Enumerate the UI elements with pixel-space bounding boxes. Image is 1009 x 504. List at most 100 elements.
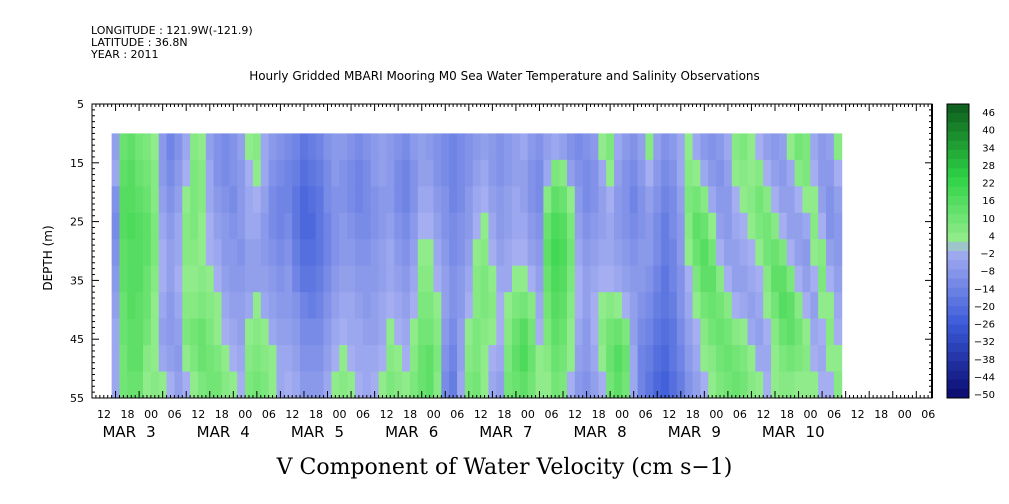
heatmap-cell — [527, 371, 537, 399]
heatmap-cell — [221, 318, 230, 346]
heatmap-cell — [111, 292, 120, 320]
heatmap-cell — [708, 318, 717, 346]
heatmap-cell — [197, 318, 207, 346]
y-tick-label: 15 — [70, 157, 84, 170]
heatmap-cell — [441, 212, 450, 240]
heatmap-cell — [496, 318, 505, 346]
heatmap-cell — [519, 186, 529, 214]
x-hour-label: 12 — [285, 408, 299, 421]
heatmap-cell — [629, 159, 639, 187]
heatmap-cell — [731, 345, 741, 373]
heatmap-cell — [794, 292, 803, 320]
heatmap-cell — [190, 371, 199, 399]
heatmap-cell — [488, 265, 497, 293]
heatmap-cell — [300, 371, 309, 399]
heatmap-cell — [504, 159, 513, 187]
colorbar-band — [947, 269, 969, 280]
heatmap-cell — [370, 212, 380, 240]
heatmap-cell — [692, 265, 701, 293]
heatmap-cell — [723, 292, 733, 320]
heatmap-cell — [158, 371, 168, 399]
heatmap-cell — [794, 212, 803, 240]
heatmap-cell — [158, 292, 168, 320]
heatmap-cell — [739, 133, 749, 161]
heatmap-cell — [786, 159, 796, 187]
x-hour-label: 00 — [804, 408, 818, 421]
heatmap-cell — [433, 318, 442, 346]
heatmap-cell — [127, 186, 136, 214]
heatmap-cell — [292, 186, 301, 214]
heatmap-cell — [378, 345, 387, 373]
heatmap-cell — [394, 159, 403, 187]
heatmap-cell — [409, 345, 419, 373]
heatmap-cell — [150, 345, 160, 373]
heatmap-cell — [731, 318, 741, 346]
heatmap-cell — [472, 265, 482, 293]
heatmap-cell — [378, 265, 387, 293]
colorbar-band — [947, 205, 969, 215]
heatmap-cell — [582, 292, 592, 320]
heatmap-cell — [111, 133, 120, 161]
heatmap-cell — [794, 265, 803, 293]
heatmap-cell — [574, 292, 584, 320]
heatmap-cell — [150, 133, 160, 161]
heatmap-cell — [205, 345, 215, 373]
heatmap-cell — [512, 212, 521, 240]
x-hour-label: 12 — [851, 408, 865, 421]
heatmap-cell — [174, 133, 183, 161]
heatmap-cell — [723, 133, 733, 161]
heatmap-cell — [386, 345, 395, 373]
heatmap-cell — [818, 186, 827, 214]
heatmap-cell — [574, 186, 584, 214]
heatmap-cell — [496, 265, 505, 293]
heatmap-cell — [833, 265, 843, 293]
heatmap-cell — [621, 265, 631, 293]
heatmap-cell — [339, 212, 348, 240]
heatmap-cell — [362, 371, 372, 399]
heatmap-cell — [559, 159, 568, 187]
x-day-number: 7 — [523, 423, 533, 441]
heatmap-cell — [245, 186, 254, 214]
heatmap-cell — [472, 133, 482, 161]
heatmap-cell — [417, 345, 427, 373]
heatmap-cell — [111, 345, 120, 373]
heatmap-cell — [323, 133, 332, 161]
heatmap-cell — [166, 318, 175, 346]
x-hour-label: 06 — [544, 408, 558, 421]
heatmap-cell — [229, 292, 238, 320]
heatmap-cell — [739, 345, 749, 373]
heatmap-cell — [716, 159, 725, 187]
heatmap-cell — [794, 239, 803, 267]
heatmap-cell — [158, 159, 168, 187]
heatmap-cell — [354, 133, 364, 161]
heatmap-cell — [394, 345, 403, 373]
heatmap-cell — [543, 265, 552, 293]
heatmap-cell — [150, 371, 160, 399]
heatmap-cell — [723, 186, 733, 214]
heatmap-cell — [512, 133, 521, 161]
colorbar-band — [947, 186, 969, 197]
heatmap-cell — [559, 371, 568, 399]
heatmap-cell — [551, 345, 560, 373]
x-hour-label: 06 — [921, 408, 935, 421]
heatmap-cell — [457, 133, 466, 161]
heatmap-cell — [284, 239, 293, 267]
x-hour-label: 00 — [615, 408, 629, 421]
x-axis: 12 18 00 06 12 18 00 06 12 18 00 06 12 18 00 06 12 18 00 06… — [91, 104, 935, 441]
heatmap-cell — [370, 186, 380, 214]
heatmap-cell — [190, 292, 199, 320]
heatmap-cell — [402, 133, 411, 161]
heatmap-cell — [574, 239, 584, 267]
heatmap-cell — [441, 239, 450, 267]
heatmap-cell — [731, 212, 741, 240]
heatmap-cell — [786, 239, 796, 267]
heatmap-cell — [574, 133, 584, 161]
heatmap-cell — [606, 186, 615, 214]
heatmap-cell — [629, 292, 639, 320]
y-axis-label: DEPTH (m) — [41, 225, 55, 291]
heatmap-cell — [637, 239, 646, 267]
heatmap-cell — [818, 345, 827, 373]
colorbar-band — [947, 361, 969, 371]
heatmap-cell — [457, 292, 466, 320]
heatmap-cell — [582, 159, 592, 187]
